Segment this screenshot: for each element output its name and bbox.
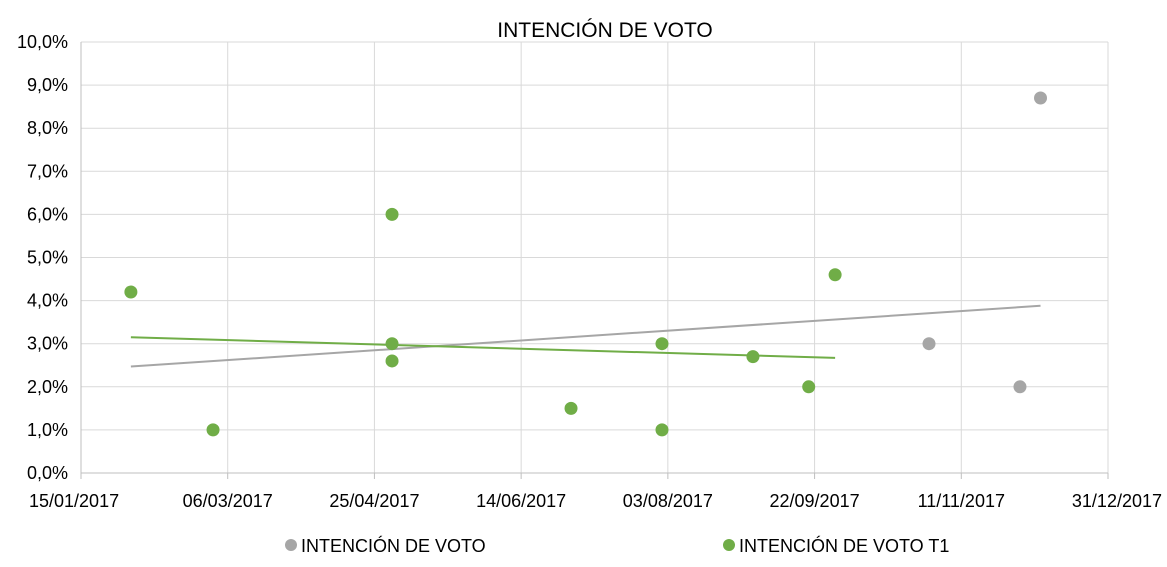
x-tick-label: 11/11/2017 <box>918 491 1005 511</box>
x-tick-label: 31/12/2017 <box>1072 491 1162 511</box>
y-tick-label: 3,0% <box>27 334 68 354</box>
data-points <box>124 91 1048 437</box>
x-tick-label: 06/03/2017 <box>183 491 273 511</box>
data-point-series-1 <box>385 337 399 351</box>
y-tick-label: 2,0% <box>27 377 68 397</box>
x-tick-label: 22/09/2017 <box>770 491 860 511</box>
trendline-series-0 <box>130 304 1041 368</box>
legend-marker-intencion-de-voto <box>285 539 297 551</box>
data-point-series-0 <box>1013 380 1027 394</box>
x-tick-label: 25/04/2017 <box>329 491 419 511</box>
data-point-series-1 <box>655 337 669 351</box>
y-tick-label: 8,0% <box>27 118 68 138</box>
data-point-series-1 <box>802 380 816 394</box>
y-tick-label: 4,0% <box>27 291 68 311</box>
data-point-series-1 <box>385 207 399 221</box>
data-point-series-1 <box>124 285 138 299</box>
axes: 0,0% 1,0% 2,0% 3,0% 4,0% 5,0% 6,0% 7,0% 8,0% 9,0%… <box>17 32 1162 511</box>
y-tick-label: 0,0% <box>27 463 68 483</box>
x-tick-label: 15/01/2017 <box>29 491 119 511</box>
data-point-series-1 <box>655 423 669 437</box>
legend-label-intencion-de-voto-t1: INTENCIÓN DE VOTO T1 <box>739 535 949 556</box>
data-point-series-1 <box>206 423 220 437</box>
data-point-series-1 <box>564 401 578 415</box>
data-point-series-0 <box>922 337 936 351</box>
y-tick-label: 5,0% <box>27 248 68 268</box>
data-point-series-1 <box>828 268 842 282</box>
legend: INTENCIÓN DE VOTO INTENCIÓN DE VOTO T1 <box>285 535 949 556</box>
y-tick-label: 6,0% <box>27 204 68 224</box>
x-tick-label: 14/06/2017 <box>476 491 566 511</box>
data-point-series-1 <box>385 354 399 368</box>
data-point-series-1 <box>746 350 760 364</box>
legend-marker-intencion-de-voto-t1 <box>723 539 735 551</box>
y-tick-label: 7,0% <box>27 161 68 181</box>
legend-label-intencion-de-voto: INTENCIÓN DE VOTO <box>301 535 486 556</box>
y-tick-label: 1,0% <box>27 420 68 440</box>
y-tick-label: 10,0% <box>17 32 68 52</box>
trendlines <box>130 304 1041 368</box>
chart-title: INTENCIÓN DE VOTO <box>497 19 712 42</box>
data-point-series-0 <box>1034 91 1048 105</box>
y-tick-label: 9,0% <box>27 75 68 95</box>
x-tick-label: 03/08/2017 <box>623 491 713 511</box>
trendline-series-1 <box>130 336 836 359</box>
grid-lines <box>81 41 1109 473</box>
